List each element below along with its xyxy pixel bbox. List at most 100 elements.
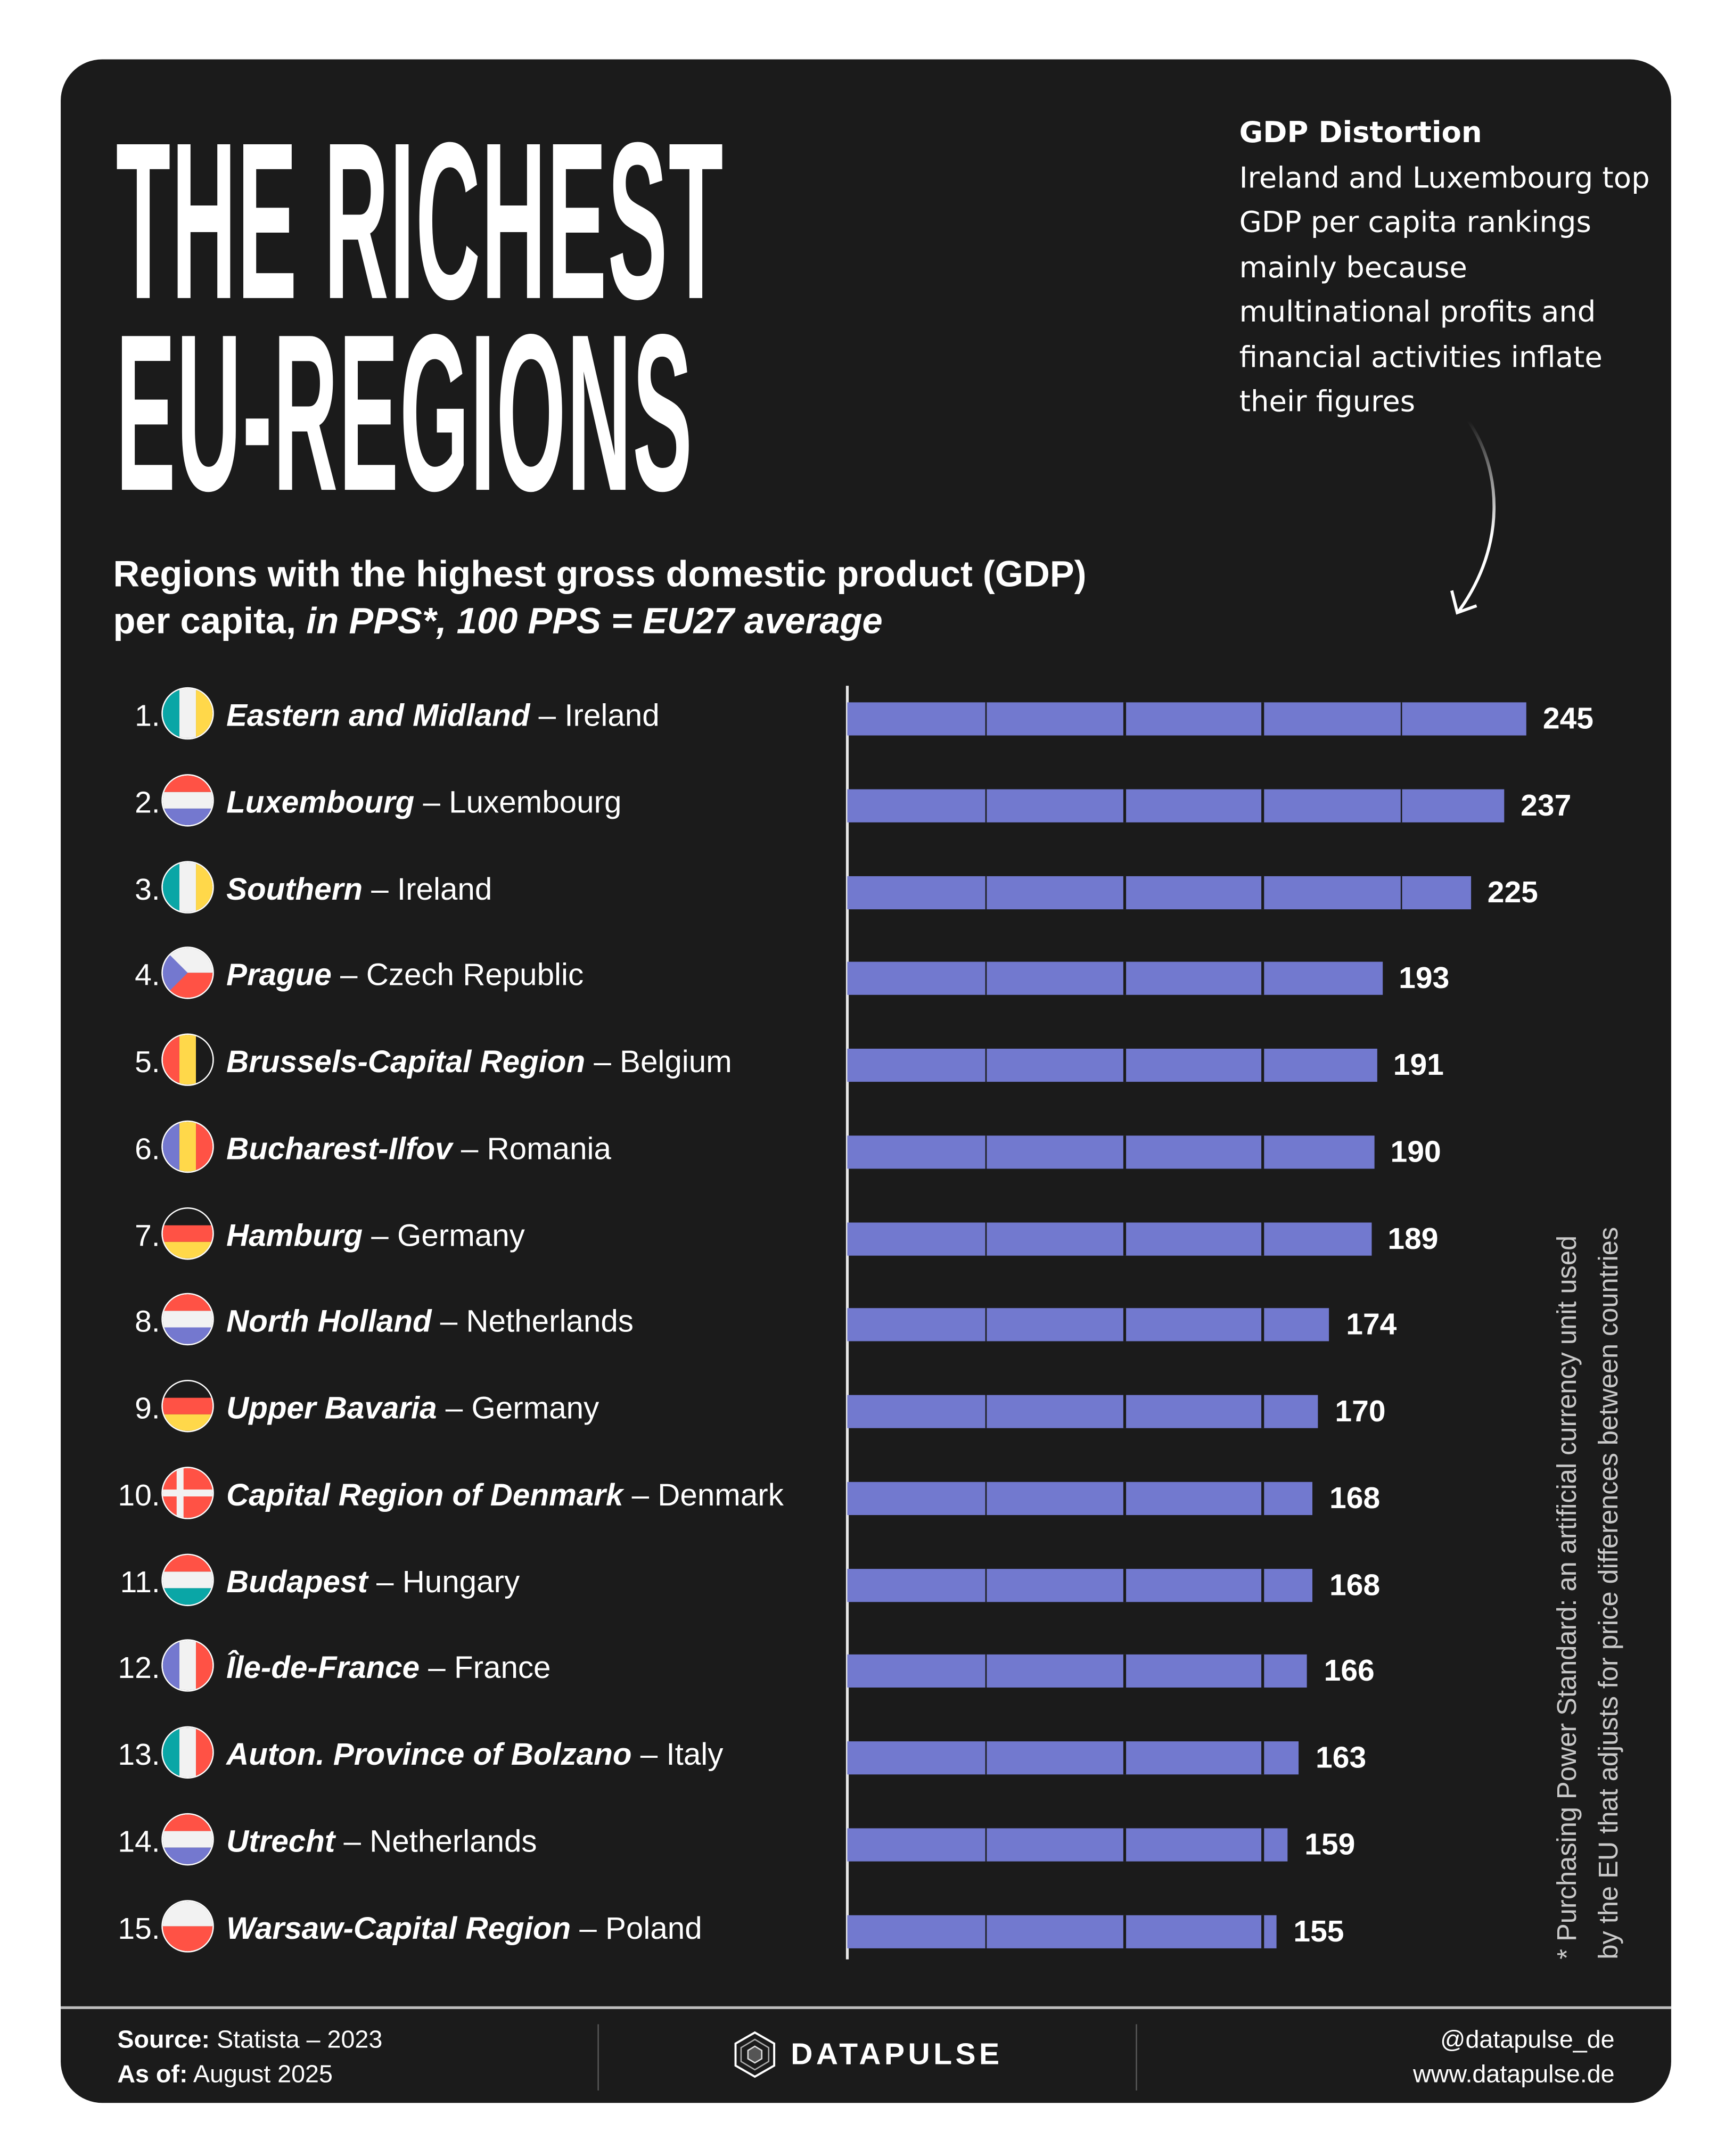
value-label: 168 (1329, 1480, 1381, 1515)
region-name: Auton. Province of Bolzano (226, 1737, 632, 1772)
region-label: Luxembourg – Luxembourg (226, 785, 621, 820)
region-name: Upper Bavaria (226, 1390, 437, 1426)
region-name: Luxembourg (226, 785, 415, 819)
value-label: 189 (1387, 1220, 1439, 1255)
rank-number: 1. (135, 698, 160, 733)
footer-divider (61, 2006, 1671, 2009)
bar-segment-divider (1123, 1741, 1126, 1775)
region-label: Île-de-France – France (226, 1651, 551, 1686)
bar-segment-divider (1123, 1395, 1126, 1428)
bar-segment-divider (1123, 1222, 1126, 1255)
region-name: Utrecht (226, 1823, 335, 1858)
bar-segment-divider (1262, 1655, 1264, 1688)
bar-segment-divider (984, 788, 987, 822)
bar (847, 1568, 1313, 1602)
denmark-flag-icon (161, 1466, 214, 1519)
value-label: 237 (1521, 787, 1572, 822)
region-label: Upper Bavaria – Germany (226, 1391, 599, 1427)
country-name: France (454, 1650, 551, 1685)
ranking-row: 11. Budapest – Hungary (96, 1548, 842, 1617)
region-label: Auton. Province of Bolzano – Italy (226, 1737, 723, 1773)
gdp-distortion-note: GDP Distortion Ireland and Luxembourg to… (1239, 110, 1654, 424)
label-separator: – (331, 958, 366, 993)
netherlands-flag-icon (161, 1293, 214, 1346)
region-name: Southern (226, 871, 363, 906)
social-handle: @datapulse_de (1440, 2026, 1615, 2053)
region-name: Île-de-France (226, 1650, 420, 1685)
value-label: 190 (1390, 1133, 1441, 1168)
label-separator: – (367, 1564, 402, 1599)
label-separator: – (363, 871, 397, 906)
region-name: Bucharest-Ilfov (226, 1131, 453, 1166)
region-name: Hamburg (226, 1217, 363, 1253)
ranking-row: 8. North Holland – Netherlands (96, 1288, 842, 1357)
region-name: North Holland (226, 1304, 432, 1339)
value-label: 159 (1304, 1826, 1356, 1861)
luxembourg-flag-icon (161, 773, 214, 826)
label-separator: – (431, 1304, 466, 1339)
rank-number: 4. (135, 958, 160, 993)
bar-segment-divider (1262, 875, 1264, 909)
country-name: Czech Republic (366, 958, 584, 993)
bar-segment-divider (984, 1655, 987, 1688)
region-label: Warsaw-Capital Region – Poland (226, 1911, 702, 1946)
chart-subtitle: Regions with the highest gross domestic … (113, 550, 1087, 644)
label-separator: – (623, 1477, 658, 1512)
bar-segment-divider (984, 1482, 987, 1515)
rank-number: 6. (135, 1131, 160, 1166)
ranking-row: 1. Eastern and Midland – Ireland (96, 681, 842, 751)
bar-segment-divider (984, 875, 987, 909)
country-name: Netherlands (369, 1823, 537, 1858)
ranking-row: 7. Hamburg – Germany (96, 1201, 842, 1270)
bar-segment-divider (984, 962, 987, 995)
bar-segment-divider (984, 1048, 987, 1082)
region-label: Eastern and Midland – Ireland (226, 698, 660, 734)
bar-segment-divider (1123, 1048, 1126, 1082)
value-label: 193 (1399, 960, 1450, 995)
footer-source: Source: Statista – 2023 As of: August 20… (117, 2023, 382, 2092)
rank-number: 13. (118, 1737, 160, 1772)
bar-segment-divider (1262, 1914, 1264, 1948)
country-name: Germany (397, 1217, 525, 1253)
value-label: 191 (1393, 1047, 1444, 1082)
bar-segment-divider (1123, 1914, 1126, 1948)
source-label: Source: (117, 2026, 210, 2053)
bar-segment-divider (1123, 702, 1126, 736)
bar-segment-divider (984, 1135, 987, 1168)
region-label: Budapest – Hungary (226, 1564, 520, 1600)
asof-label: As of: (117, 2060, 188, 2088)
bar-segment-divider (1262, 1568, 1264, 1602)
bar-segment-divider (984, 1308, 987, 1342)
rank-number: 15. (118, 1910, 160, 1945)
ireland-flag-icon (161, 860, 214, 913)
ranking-row: 12. Île-de-France – France (96, 1634, 842, 1704)
chart-axis-line (845, 686, 848, 1960)
bar (847, 875, 1471, 909)
footer-separator (597, 2024, 599, 2091)
italy-flag-icon (161, 1726, 214, 1779)
footer-separator (1136, 2024, 1137, 2091)
subtitle-line-2-bold: per capita, (113, 600, 307, 642)
bar-segment-divider (1262, 1741, 1264, 1775)
note-title: GDP Distortion (1239, 116, 1482, 149)
country-name: Netherlands (466, 1304, 634, 1339)
footer-contact: @datapulse_de www.datapulse.de (1413, 2023, 1615, 2092)
datapulse-logo-icon (734, 2031, 776, 2078)
value-label: 225 (1487, 874, 1538, 909)
label-separator: – (631, 1737, 667, 1772)
bar-segment-divider (1262, 1482, 1264, 1515)
title-line-1: THE RICHEST (116, 96, 725, 347)
bar-segment-divider (1123, 1568, 1126, 1602)
region-label: Prague – Czech Republic (226, 958, 584, 993)
region-label: Southern – Ireland (226, 871, 492, 907)
bar (847, 1828, 1288, 1861)
rank-number: 2. (135, 785, 160, 819)
czech-flag-icon (161, 947, 214, 1000)
bar (847, 1395, 1319, 1428)
country-name: Poland (605, 1910, 702, 1945)
bar-segment-divider (1262, 962, 1264, 995)
bar-segment-divider (984, 1568, 987, 1602)
rank-number: 12. (118, 1650, 160, 1685)
label-separator: – (571, 1910, 606, 1945)
ireland-flag-icon (161, 687, 214, 740)
